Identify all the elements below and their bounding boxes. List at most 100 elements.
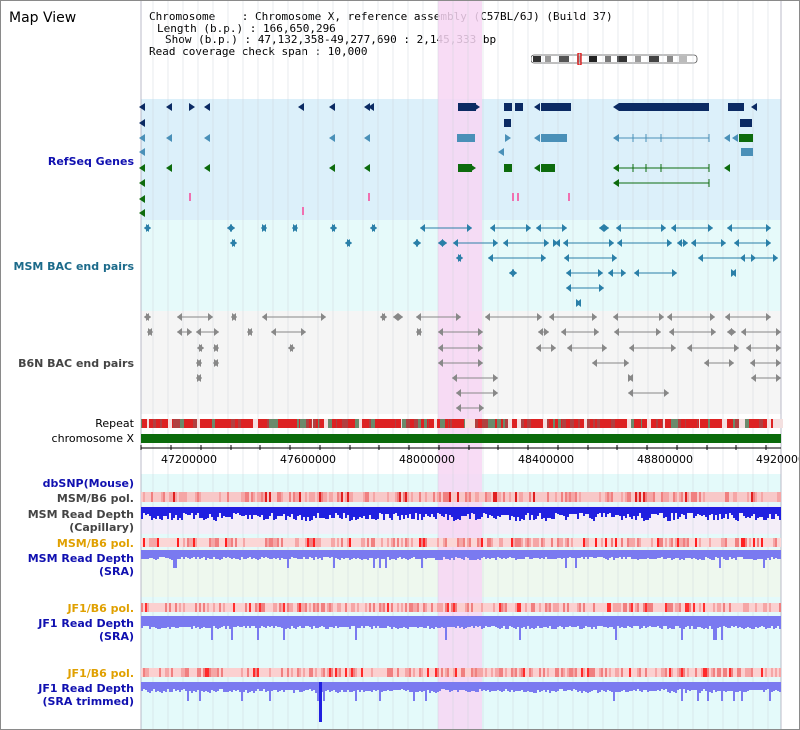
gene-marker[interactable] (364, 164, 370, 172)
refseq-gene[interactable] (541, 134, 567, 142)
read-depth-bar (609, 507, 611, 513)
chromosome-ideogram[interactable] (531, 53, 701, 65)
track-label-msm-bac[interactable]: MSM BAC end pairs (13, 260, 134, 273)
read-depth-bar (157, 616, 159, 629)
read-depth-bar (759, 507, 761, 517)
gene-marker[interactable] (613, 179, 619, 187)
read-depth-bar (511, 507, 513, 516)
gene-marker[interactable] (613, 164, 619, 172)
read-depth-bar (367, 616, 369, 626)
read-depth-bar (235, 507, 237, 514)
refseq-gene[interactable] (619, 103, 709, 111)
read-depth-bar (335, 550, 337, 558)
refseq-gene[interactable] (504, 119, 511, 127)
read-depth-bar (709, 550, 711, 559)
track-label-b6n-bac[interactable]: B6N BAC end pairs (18, 357, 134, 370)
read-depth-bar (235, 550, 237, 559)
gene-marker[interactable] (732, 134, 738, 142)
chromosome-bar (141, 434, 781, 443)
read-depth-bar (239, 682, 241, 692)
read-depth-bar (489, 507, 491, 515)
gene-marker[interactable] (204, 164, 210, 172)
refseq-marker[interactable] (517, 193, 519, 201)
refseq-gene[interactable] (541, 103, 571, 111)
refseq-gene[interactable] (541, 164, 555, 172)
gene-marker[interactable] (534, 164, 540, 172)
gene-marker[interactable] (724, 164, 730, 172)
gene-marker[interactable] (613, 134, 619, 142)
read-depth-bar (371, 616, 373, 629)
refseq-gene[interactable] (504, 103, 512, 111)
gene-marker[interactable] (139, 119, 145, 127)
gene-marker[interactable] (364, 103, 370, 111)
gene-marker[interactable] (139, 179, 145, 187)
read-depth-bar (513, 550, 515, 558)
gene-marker[interactable] (139, 148, 145, 156)
gene-marker[interactable] (470, 164, 476, 172)
track-label-refseq-genes[interactable]: RefSeq Genes (47, 155, 134, 168)
read-depth-bar (469, 682, 471, 692)
refseq-marker[interactable] (189, 193, 191, 201)
refseq-gene[interactable] (728, 103, 744, 111)
read-depth-bar (163, 682, 165, 691)
gene-marker[interactable] (364, 134, 370, 142)
read-depth-bar (739, 616, 741, 627)
read-depth-bar (283, 550, 285, 559)
read-depth-bar (307, 682, 309, 690)
gene-marker[interactable] (166, 164, 172, 172)
refseq-gene[interactable] (457, 134, 475, 142)
read-depth-bar (269, 616, 271, 627)
read-depth-bar (261, 507, 263, 515)
gene-marker[interactable] (139, 195, 145, 203)
gene-marker[interactable] (751, 103, 757, 111)
gene-marker[interactable] (329, 164, 335, 172)
gene-marker[interactable] (189, 103, 195, 111)
gene-marker[interactable] (534, 103, 540, 111)
refseq-marker[interactable] (568, 193, 570, 201)
refseq-marker[interactable] (302, 207, 304, 215)
gene-marker[interactable] (139, 209, 145, 217)
read-depth-bar (669, 550, 671, 558)
gene-marker[interactable] (329, 134, 335, 142)
read-depth-bar (165, 616, 167, 628)
refseq-gene[interactable] (458, 164, 472, 172)
read-depth-bar (715, 550, 717, 557)
gene-marker[interactable] (139, 134, 145, 142)
refseq-gene[interactable] (739, 134, 753, 142)
gene-marker[interactable] (329, 103, 335, 111)
gene-marker[interactable] (139, 164, 145, 172)
read-depth-bar (775, 616, 777, 628)
gene-marker[interactable] (505, 134, 511, 142)
refseq-gene[interactable] (515, 103, 523, 111)
refseq-gene[interactable] (741, 148, 753, 156)
read-depth-bar (483, 616, 485, 628)
gene-marker[interactable] (166, 134, 172, 142)
refseq-gene[interactable] (740, 119, 752, 127)
read-depth-bar (663, 507, 665, 518)
refseq-marker[interactable] (512, 193, 514, 201)
gene-marker[interactable] (139, 103, 145, 111)
gene-marker[interactable] (368, 103, 374, 111)
refseq-gene[interactable] (458, 103, 476, 111)
read-depth-bar (531, 550, 533, 559)
read-depth-spike[interactable] (319, 682, 322, 722)
read-depth-bar (559, 507, 561, 515)
gene-marker[interactable] (498, 148, 504, 156)
gene-marker[interactable] (204, 103, 210, 111)
track-label-dbsnp[interactable]: dbSNP(Mouse) (42, 477, 134, 490)
gene-marker[interactable] (724, 134, 730, 142)
read-depth-bar (281, 550, 283, 558)
refseq-marker[interactable] (368, 193, 370, 201)
gene-marker[interactable] (204, 134, 210, 142)
read-depth-bar (227, 550, 229, 557)
gene-marker[interactable] (298, 103, 304, 111)
gene-marker[interactable] (534, 134, 540, 142)
read-depth-bar (373, 550, 375, 568)
gene-marker[interactable] (613, 103, 619, 111)
gene-marker[interactable] (166, 103, 172, 111)
gene-marker[interactable] (474, 103, 480, 111)
read-depth-bar (417, 550, 419, 559)
refseq-gene[interactable] (504, 164, 512, 172)
read-depth-bar (285, 507, 287, 520)
